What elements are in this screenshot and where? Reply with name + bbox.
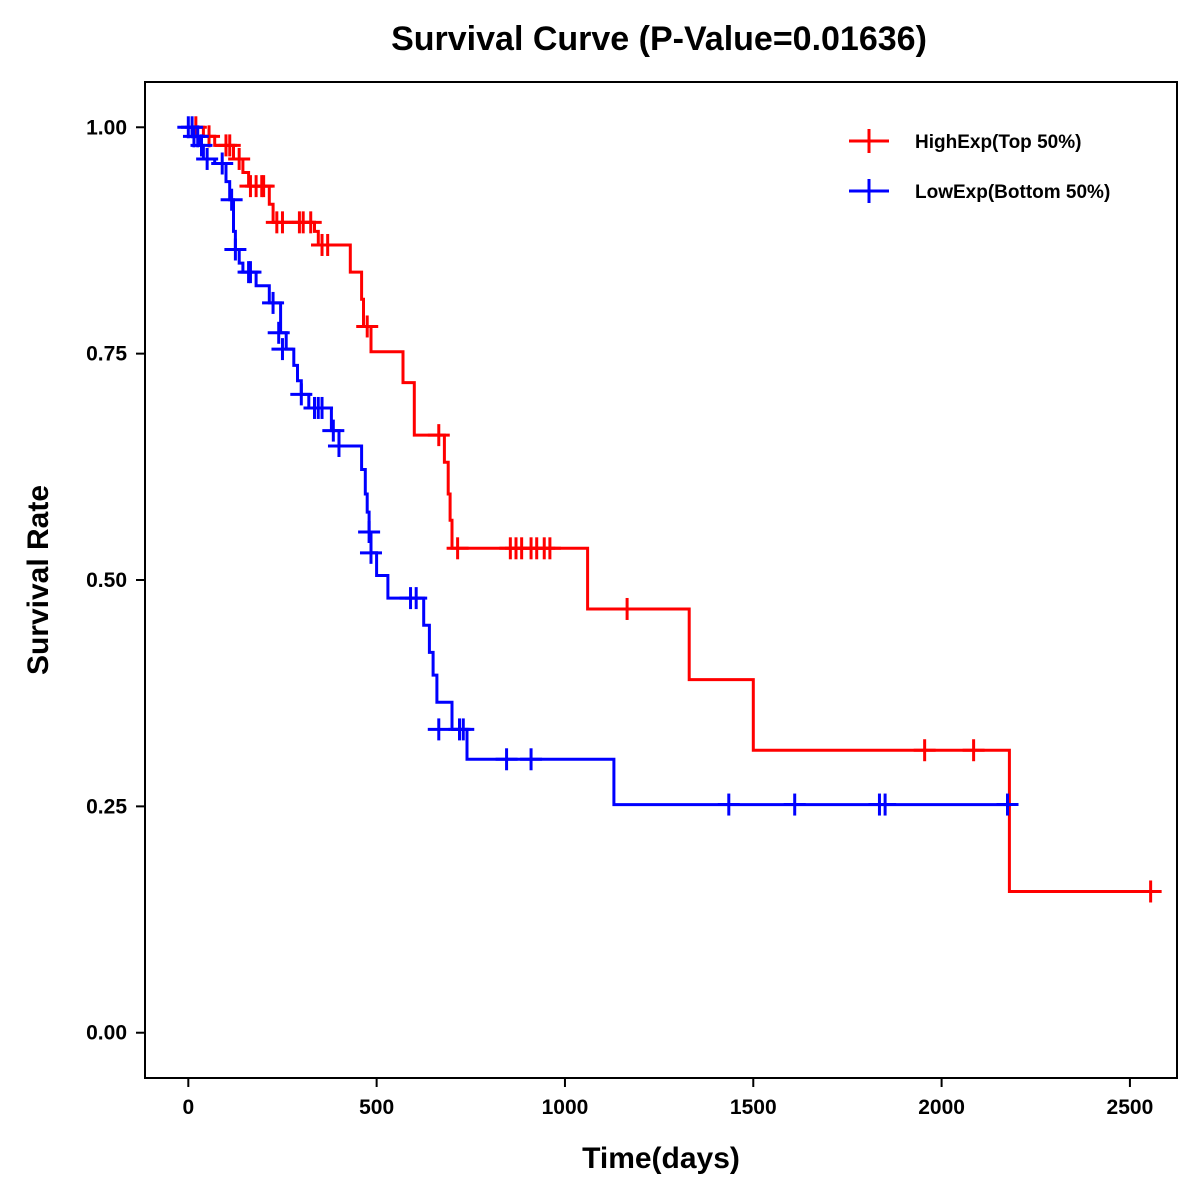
series-layer [177,116,1162,903]
censor-mark [356,315,379,338]
survival-step-line [188,125,1151,893]
censor-mark [1139,880,1162,903]
series-0 [184,116,1162,903]
censor-mark [427,424,450,447]
y-tick-label: 0.25 [86,795,127,818]
censor-mark [520,748,543,771]
censor-mark [783,793,806,816]
x-tick-label: 2500 [1107,1096,1154,1119]
censor-mark [267,321,290,344]
x-tick-label: 2000 [918,1096,965,1119]
chart-title: Survival Curve (P-Value=0.01636) [391,20,927,58]
censor-mark [311,396,334,419]
censor-mark [299,211,322,234]
censor-mark [616,597,639,620]
censor-mark [427,718,450,741]
censor-mark [271,338,294,361]
x-tick-label: 1000 [542,1096,589,1119]
censor-mark [874,793,897,816]
censor-mark [405,587,428,610]
censor-mark [495,748,518,771]
x-axis-title: Time(days) [582,1142,740,1175]
censor-mark [290,383,313,406]
censor-mark [262,291,285,314]
censor-mark [717,793,740,816]
censor-mark [228,147,251,170]
x-tick-label: 0 [182,1096,194,1119]
censor-mark [452,718,475,741]
censor-mark [913,739,936,762]
legend-label: LowExp(Bottom 50%) [915,182,1110,203]
censor-mark [322,419,345,442]
censor-mark [239,261,262,284]
x-axis: 0 500 1000 1500 2000 2500 [182,1078,1153,1119]
censor-mark [224,238,247,261]
censor-mark [220,188,243,211]
y-tick-label: 0.50 [86,569,127,592]
censor-mark [316,233,339,256]
y-tick-label: 1.00 [86,116,127,139]
censor-mark [962,739,985,762]
censor-mark [181,116,204,139]
censor-mark [327,434,350,457]
x-tick-label: 1500 [730,1096,777,1119]
y-tick-label: 0.75 [86,343,127,366]
censor-mark [196,147,219,170]
y-axis: 0.00 0.25 0.50 0.75 1.00 [86,116,145,1045]
censor-mark [190,134,213,157]
legend-item: LowExp(Bottom 50%) [849,179,1110,203]
censor-mark [186,125,209,148]
legend-item: HighExp(Top 50%) [849,129,1081,153]
y-tick-label: 0.00 [86,1022,127,1045]
censor-mark [252,175,275,198]
censor-mark [359,541,382,564]
censor-mark [218,134,241,157]
x-tick-label: 500 [359,1096,394,1119]
y-axis-title: Survival Rate [22,485,55,675]
series-1 [177,116,1019,816]
legend: HighExp(Top 50%) LowExp(Bottom 50%) [849,129,1110,203]
censor-mark [211,152,234,175]
censor-mark [996,793,1019,816]
censor-mark [358,521,381,544]
legend-label: HighExp(Top 50%) [915,132,1081,153]
censor-mark [538,537,561,560]
censor-mark [446,537,469,560]
